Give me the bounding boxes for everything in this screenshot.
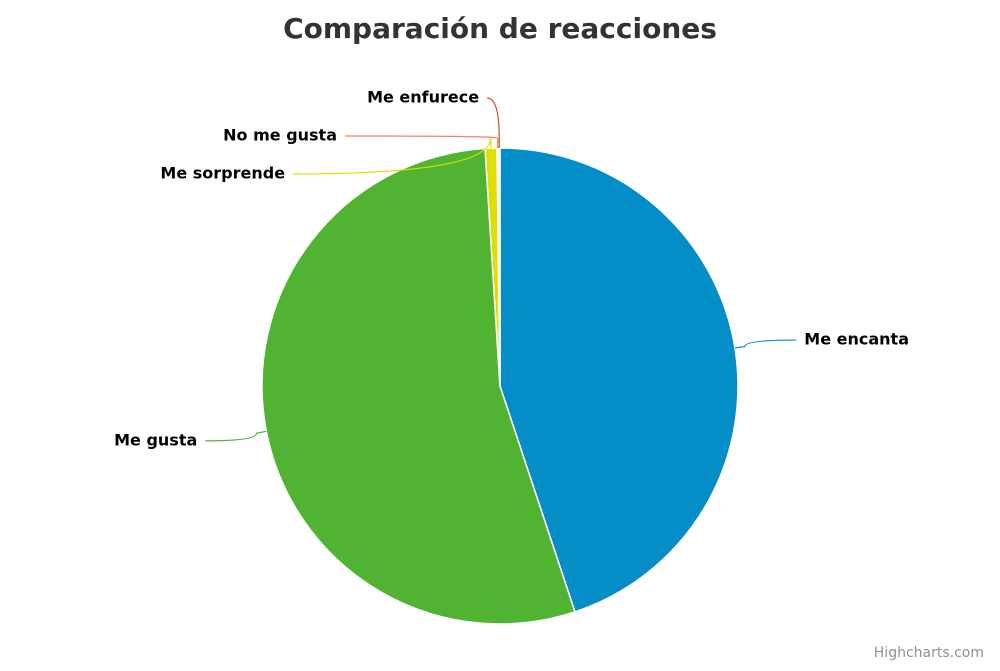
pie-slice — [261, 147, 576, 625]
credits[interactable]: Highcharts.com — [874, 645, 984, 661]
pie-slice — [499, 147, 739, 613]
connector — [734, 339, 797, 349]
connector — [486, 97, 500, 149]
connector — [205, 430, 267, 442]
pie-slice — [497, 147, 501, 387]
slice-label: Me gusta — [114, 430, 197, 449]
slice-label: No me gusta — [223, 126, 337, 145]
slice-label: Me enfurece — [367, 88, 479, 107]
connector — [345, 135, 499, 149]
chart-title: Comparación de reacciones — [283, 12, 717, 45]
connector — [293, 138, 492, 175]
slice-label: Me encanta — [804, 330, 909, 349]
slice-label: Me sorprende — [160, 164, 285, 183]
